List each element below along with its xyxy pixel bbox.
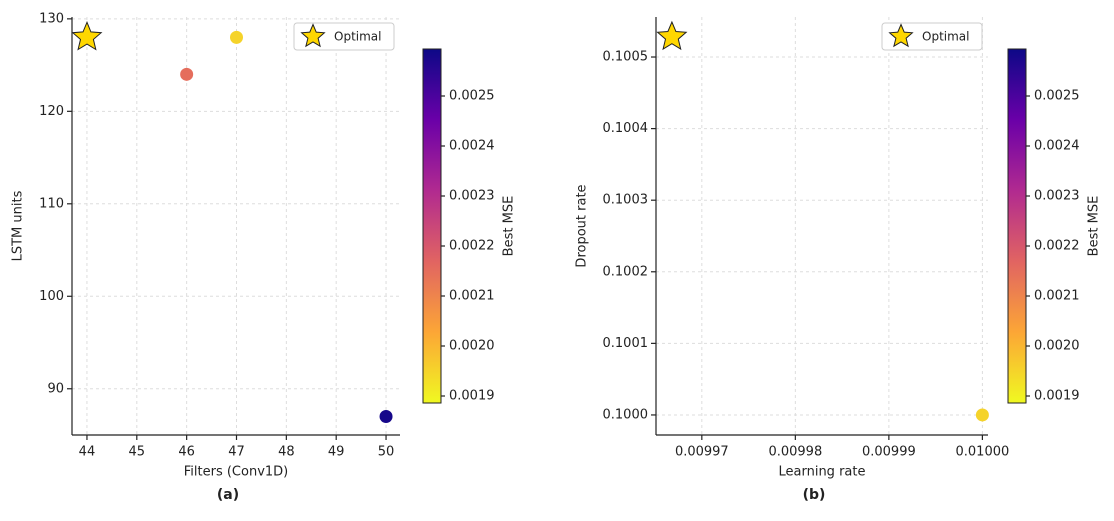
y-tick-label: 0.1005 bbox=[603, 50, 649, 65]
colorbar-tick-label: 0.0019 bbox=[449, 389, 495, 404]
y-tick-label: 90 bbox=[47, 381, 64, 396]
y-axis-label: LSTM units bbox=[11, 190, 26, 261]
y-tick-label: 100 bbox=[39, 289, 64, 304]
caption: (a) bbox=[217, 487, 239, 503]
y-tick-label: 110 bbox=[39, 196, 64, 211]
colorbar bbox=[1007, 48, 1027, 404]
colorbar-tick-label: 0.0022 bbox=[449, 239, 495, 254]
colorbar-tick-label: 0.0022 bbox=[1034, 239, 1080, 254]
colorbar-tick-label: 0.0020 bbox=[449, 339, 495, 354]
x-axis-label: Filters (Conv1D) bbox=[184, 465, 289, 480]
x-tick-label: 47 bbox=[228, 445, 245, 460]
colorbar-tick-label: 0.0021 bbox=[449, 289, 495, 304]
y-tick-label: 0.1004 bbox=[603, 121, 649, 136]
y-tick-label: 120 bbox=[39, 104, 64, 119]
point bbox=[180, 67, 194, 81]
y-tick-label: 0.1001 bbox=[603, 336, 649, 351]
y-tick-label: 130 bbox=[39, 11, 64, 26]
x-tick-label: 0.00998 bbox=[768, 445, 822, 460]
colorbar-tick-label: 0.0023 bbox=[449, 189, 495, 204]
legend-label: Optimal bbox=[334, 30, 381, 44]
point bbox=[379, 410, 393, 424]
x-tick-label: 49 bbox=[328, 445, 345, 460]
x-tick-label: 0.00997 bbox=[675, 445, 729, 460]
colorbar-tick-label: 0.0024 bbox=[1034, 139, 1080, 154]
y-tick-label: 0.1002 bbox=[603, 264, 649, 279]
point bbox=[229, 30, 243, 44]
colorbar-tick-label: 0.0025 bbox=[1034, 89, 1080, 104]
colorbar-tick-label: 0.0025 bbox=[449, 89, 495, 104]
legend-star bbox=[300, 23, 326, 48]
optimal-star bbox=[656, 20, 688, 51]
x-tick-label: 0.00999 bbox=[862, 445, 916, 460]
colorbar-tick-label: 0.0019 bbox=[1034, 389, 1080, 404]
colorbar-tick-label: 0.0020 bbox=[1034, 339, 1080, 354]
colorbar bbox=[422, 48, 442, 404]
x-tick-label: 44 bbox=[79, 445, 96, 460]
y-tick-label: 0.1000 bbox=[603, 407, 649, 422]
colorbar-tick-label: 0.0021 bbox=[1034, 289, 1080, 304]
colorbar-label: Best MSE bbox=[1087, 196, 1102, 257]
colorbar-label: Best MSE bbox=[502, 196, 517, 257]
x-tick-label: 45 bbox=[129, 445, 146, 460]
y-axis-label: Dropout rate bbox=[575, 184, 590, 267]
legend-label: Optimal bbox=[922, 30, 969, 44]
y-tick-label: 0.1003 bbox=[603, 193, 649, 208]
x-tick-label: 46 bbox=[178, 445, 195, 460]
x-axis-label: Learning rate bbox=[779, 465, 866, 480]
legend-star bbox=[888, 23, 914, 48]
x-tick-label: 50 bbox=[378, 445, 395, 460]
colorbar-tick-label: 0.0024 bbox=[449, 139, 495, 154]
colorbar-tick-label: 0.0023 bbox=[1034, 189, 1080, 204]
point bbox=[975, 408, 989, 422]
optimal-star bbox=[71, 20, 103, 51]
x-tick-label: 0.01000 bbox=[956, 445, 1010, 460]
x-tick-label: 48 bbox=[278, 445, 295, 460]
caption: (b) bbox=[803, 487, 826, 503]
